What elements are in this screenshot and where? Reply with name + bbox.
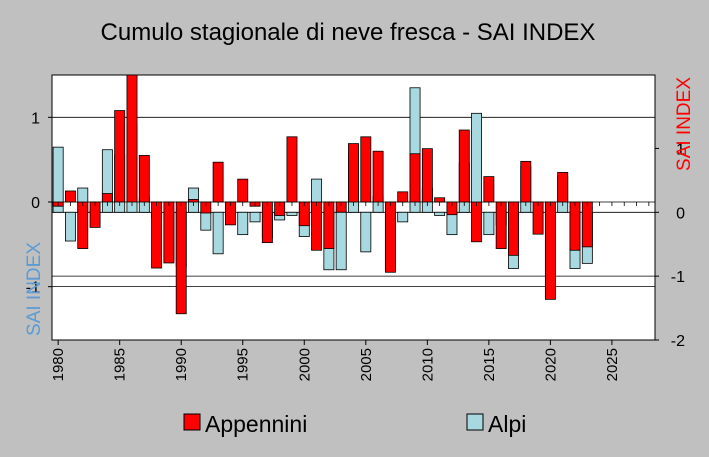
x-tick-label: 1985 bbox=[112, 348, 129, 381]
bar-appennini bbox=[384, 201, 396, 273]
bar-appennini bbox=[421, 148, 433, 203]
bar-appennini bbox=[483, 176, 495, 203]
x-tick-label: 1995 bbox=[235, 348, 252, 381]
left-axis-label: SAI INDEX bbox=[24, 242, 45, 336]
x-tick-label: 2015 bbox=[481, 348, 498, 381]
x-tick-label: 2010 bbox=[419, 348, 436, 381]
bar-alpi bbox=[434, 211, 446, 216]
legend-swatch-alpi bbox=[466, 413, 484, 431]
bar-alpi bbox=[52, 146, 64, 213]
bar-alpi bbox=[200, 211, 212, 231]
bar-appennini bbox=[581, 201, 593, 248]
bar-appennini bbox=[286, 136, 298, 203]
bar-alpi bbox=[446, 211, 458, 236]
bar-appennini bbox=[569, 201, 581, 251]
bar-appennini bbox=[520, 160, 532, 203]
bar-appennini bbox=[471, 201, 483, 243]
x-tick-label: 2025 bbox=[604, 348, 621, 381]
chart-title: Cumulo stagionale di neve fresca - SAI I… bbox=[101, 19, 596, 46]
bar-appennini bbox=[163, 201, 175, 264]
bar-appennini bbox=[175, 201, 187, 315]
bar-appennini bbox=[409, 153, 421, 203]
left-tick-label: 0 bbox=[31, 195, 40, 212]
x-tick-label: 1990 bbox=[173, 348, 190, 381]
legend-label-appennini: Appennini bbox=[205, 411, 307, 437]
bar-alpi bbox=[286, 211, 298, 216]
bar-appennini bbox=[323, 201, 335, 249]
bar-alpi bbox=[249, 211, 261, 223]
right-tick-label: -2 bbox=[671, 333, 685, 350]
right-axis-label: SAI INDEX bbox=[674, 77, 695, 171]
bar-appennini bbox=[360, 136, 372, 203]
bars bbox=[52, 74, 593, 315]
bar-appennini bbox=[138, 155, 150, 203]
bar-appennini bbox=[126, 74, 138, 203]
bar-appennini bbox=[77, 201, 89, 249]
bar-appennini bbox=[458, 129, 470, 203]
right-tick-label: 1 bbox=[676, 141, 685, 158]
bar-appennini bbox=[65, 190, 76, 203]
left-tick-label: 1 bbox=[31, 110, 40, 127]
bar-alpi bbox=[471, 112, 483, 213]
legend-label-alpi: Alpi bbox=[488, 411, 526, 437]
left-tick-label: -1 bbox=[26, 280, 40, 297]
bar-alpi bbox=[397, 211, 409, 223]
legend: Appennini Alpi bbox=[183, 411, 526, 437]
x-tick-label: 2005 bbox=[358, 348, 375, 381]
bar-appennini bbox=[151, 201, 163, 269]
right-tick-label: 0 bbox=[676, 205, 685, 222]
bar-appennini bbox=[237, 178, 249, 203]
bar-appennini bbox=[532, 201, 544, 235]
bar-alpi bbox=[360, 211, 372, 253]
bar-appennini bbox=[557, 171, 569, 203]
bar-alpi bbox=[237, 211, 249, 236]
bar-appennini bbox=[212, 161, 224, 203]
legend-swatch-appennini bbox=[183, 413, 201, 431]
bar-appennini bbox=[311, 201, 323, 251]
bar-appennini bbox=[372, 150, 384, 203]
bar-appennini bbox=[101, 193, 113, 203]
x-tick-label: 2020 bbox=[542, 348, 559, 381]
bar-appennini bbox=[348, 143, 359, 203]
bar-alpi bbox=[101, 149, 113, 213]
bar-appennini bbox=[544, 201, 556, 300]
bar-appennini bbox=[508, 201, 519, 256]
bar-alpi bbox=[65, 211, 76, 242]
bar-appennini bbox=[188, 199, 199, 203]
bar-alpi bbox=[409, 87, 421, 213]
bar-appennini bbox=[495, 201, 507, 249]
bar-alpi bbox=[335, 211, 347, 271]
bar-appennini bbox=[397, 191, 409, 203]
right-tick-label: -1 bbox=[671, 269, 685, 286]
bar-appennini bbox=[434, 197, 446, 203]
axes: 1 0 -1 1 0 -1 -2 1980 1985 1990 1995 2000 2005 2010 20… bbox=[26, 110, 685, 381]
bar-alpi bbox=[483, 211, 495, 236]
bar-alpi bbox=[212, 211, 224, 255]
bar-appennini bbox=[114, 110, 126, 203]
x-tick-label: 2000 bbox=[296, 348, 313, 381]
bar-appennini bbox=[261, 201, 273, 244]
x-tick-label: 1980 bbox=[50, 348, 67, 381]
